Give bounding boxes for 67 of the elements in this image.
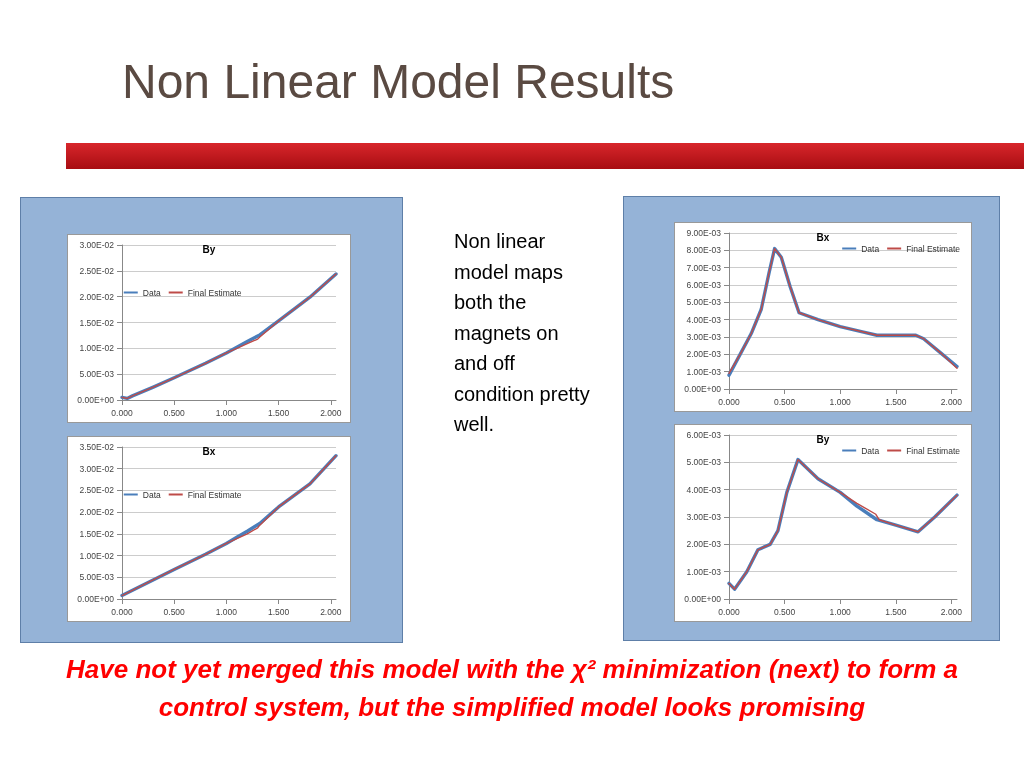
legend-label: Data (861, 243, 880, 254)
y-tick-label: 8.00E-03 (686, 245, 722, 256)
y-tick-label: 6.00E-03 (686, 280, 722, 290)
y-tick-label: 2.50E-02 (79, 485, 115, 496)
x-tick-label: 0.000 (111, 407, 133, 418)
y-tick-label: 1.00E-02 (79, 550, 115, 561)
y-tick-label: 2.00E-03 (686, 349, 722, 360)
legend-label: Final Estimate (187, 489, 242, 500)
x-tick-label: 0.500 (773, 606, 796, 617)
legend-label: Data (142, 287, 161, 298)
y-tick-label: 2.00E-02 (79, 291, 115, 302)
chart-title: Bx (816, 231, 830, 243)
y-tick-label: 3.00E-03 (686, 332, 722, 342)
y-tick-label: 1.00E-03 (686, 566, 722, 577)
y-tick-label: 0.00E+00 (684, 384, 722, 394)
x-tick-label: 1.000 (829, 606, 852, 617)
x-tick-label: 0.500 (163, 407, 186, 418)
y-tick-label: 1.00E-02 (79, 343, 115, 354)
x-tick-label: 2.000 (320, 407, 342, 418)
x-tick-label: 0.500 (163, 606, 186, 617)
y-tick-label: 9.00E-03 (686, 228, 722, 238)
x-tick-label: 1.000 (829, 396, 852, 407)
y-tick-label: 0.00E+00 (77, 395, 115, 405)
legend-label: Final Estimate (187, 287, 242, 298)
x-tick-label: 1.500 (885, 396, 907, 407)
chart-title: Bx (202, 445, 216, 457)
y-tick-label: 3.00E-03 (686, 512, 722, 522)
y-tick-label: 6.00E-03 (686, 430, 722, 440)
y-tick-label: 1.50E-02 (79, 528, 115, 539)
x-tick-label: 1.000 (215, 606, 238, 617)
y-tick-label: 1.00E-03 (686, 366, 722, 377)
y-tick-label: 5.00E-03 (79, 369, 115, 380)
x-tick-label: 2.000 (320, 606, 342, 617)
y-tick-label: 7.00E-03 (686, 262, 722, 273)
x-tick-label: 0.000 (718, 396, 740, 407)
y-tick-label: 3.50E-02 (79, 442, 115, 452)
x-tick-label: 0.500 (773, 396, 796, 407)
x-tick-label: 1.000 (215, 407, 238, 418)
legend-label: Data (861, 445, 880, 456)
legend-label: Final Estimate (906, 243, 961, 254)
y-tick-label: 2.00E-03 (686, 539, 722, 550)
y-tick-label: 3.00E-02 (79, 463, 115, 474)
y-tick-label: 5.00E-03 (686, 297, 722, 308)
text: Non linear model maps both the magnets on and off condition pretty well. (454, 230, 590, 435)
y-tick-label: 2.50E-02 (79, 265, 115, 276)
x-tick-label: 2.000 (940, 396, 963, 407)
y-tick-label: 2.00E-02 (79, 507, 115, 518)
y-tick-label: 0.00E+00 (684, 594, 722, 604)
y-tick-label: 0.00E+00 (77, 594, 115, 604)
y-tick-label: 3.00E-02 (79, 240, 115, 250)
chart-title: By (202, 243, 216, 255)
text: Have not yet merged this model with the χ² minimization (next) to form a control system, but the simplified model looks promising (66, 654, 958, 722)
y-tick-label: 4.00E-03 (686, 314, 722, 325)
chart-title: By (816, 433, 830, 445)
x-tick-label: 1.500 (885, 606, 907, 617)
y-tick-label: 1.50E-02 (79, 317, 115, 328)
legend-label: Final Estimate (906, 445, 961, 456)
x-tick-label: 0.000 (111, 606, 133, 617)
legend-label: Data (142, 489, 161, 500)
x-tick-label: 2.000 (940, 606, 963, 617)
y-tick-label: 4.00E-03 (686, 484, 722, 495)
y-tick-label: 5.00E-03 (79, 572, 115, 583)
x-tick-label: 1.500 (267, 407, 290, 418)
x-tick-label: 1.500 (267, 606, 290, 617)
x-tick-label: 0.000 (718, 606, 740, 617)
y-tick-label: 5.00E-03 (686, 457, 722, 468)
text: Non Linear Model Results (122, 54, 675, 109)
